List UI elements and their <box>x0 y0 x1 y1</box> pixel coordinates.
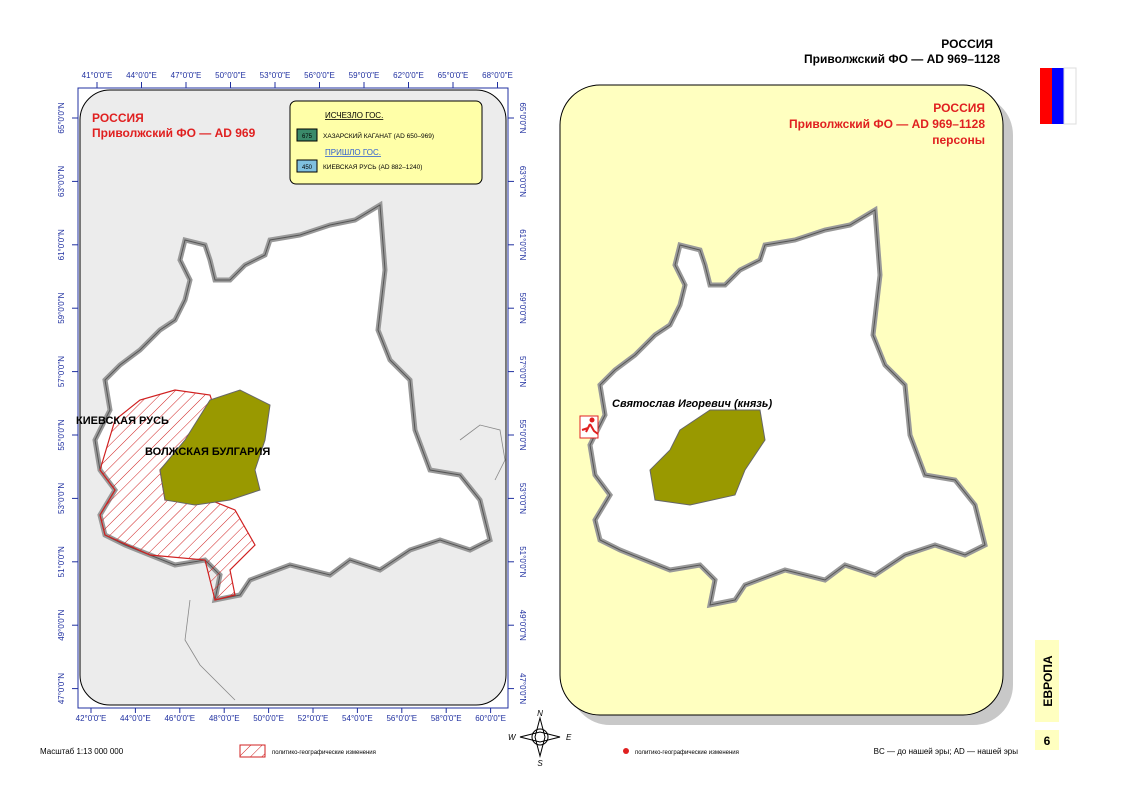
axis-label: 68°0'0"E <box>482 71 513 80</box>
header-country: РОССИЯ <box>941 37 993 51</box>
axis-label: 50°0'0"E <box>253 714 284 723</box>
axis-label: 55°0'0"N <box>518 419 527 450</box>
axis-label: 58°0'0"E <box>431 714 462 723</box>
axis-label: 52°0'0"E <box>298 714 329 723</box>
compass-letter: W <box>508 733 517 742</box>
scale: Масштаб 1:13 000 000 <box>40 747 124 756</box>
axis-label: 44°0'0"E <box>126 71 157 80</box>
legend-heading: ИСЧЕЗЛО ГОС. <box>325 111 383 120</box>
axis-label: 63°0'0"N <box>518 166 527 197</box>
map-frame <box>77 87 509 709</box>
map-label: ВОЛЖСКАЯ БУЛГАРИЯ <box>145 446 270 458</box>
axis-label: 47°0'0"E <box>171 71 202 80</box>
legend-swatch <box>296 128 318 142</box>
header-region: Приволжский ФО — AD 969–1128 <box>804 52 1000 66</box>
right-subtitle: Приволжский ФО — AD 969–1128 <box>789 117 985 131</box>
axis-label: 57°0'0"N <box>518 356 527 387</box>
legend-code: 675 <box>302 134 313 140</box>
legend-label: КИЕВСКАЯ РУСЬ (AD 882–1240) <box>323 164 422 171</box>
compass-rose: N E S W <box>508 709 572 768</box>
axis-label: 51°0'0"N <box>57 546 66 577</box>
legend-code: 450 <box>302 165 313 171</box>
footer-marker <box>623 748 629 754</box>
legend-box <box>289 100 483 185</box>
axis-label: 54°0'0"E <box>342 714 373 723</box>
compass-letter: E <box>566 733 572 742</box>
kievan-rus-area <box>99 389 256 601</box>
axis-label: 65°0'0"N <box>518 102 527 133</box>
axis-label: 56°0'0"E <box>386 714 417 723</box>
axis-label: 59°0'0"E <box>349 71 380 80</box>
axis-label: 60°0'0"E <box>475 714 506 723</box>
right-category: персоны <box>932 133 985 147</box>
compass-letter: S <box>537 759 543 768</box>
axis-label: 55°0'0"N <box>57 419 66 450</box>
right-title: РОССИЯ <box>933 101 985 115</box>
page-box <box>1035 730 1059 750</box>
compass-letter: N <box>537 709 543 718</box>
left-subtitle: Приволжский ФО — AD 969 <box>92 126 256 140</box>
axis-label: 41°0'0"E <box>82 71 113 80</box>
axis-label: 49°0'0"N <box>57 609 66 640</box>
axis-label: 63°0'0"N <box>57 166 66 197</box>
side-box <box>1035 640 1059 722</box>
axis-label: 53°0'0"E <box>260 71 291 80</box>
axis-label: 61°0'0"N <box>57 229 66 260</box>
legend-swatch <box>296 159 318 173</box>
footer-legend: политико-географические изменения <box>635 750 739 756</box>
axis-label: 46°0'0"E <box>164 714 195 723</box>
axis-label: 51°0'0"N <box>518 546 527 577</box>
axis-label: 53°0'0"N <box>518 483 527 514</box>
continent: ЕВРОПА <box>1041 655 1055 706</box>
axis-label: 47°0'0"N <box>518 673 527 704</box>
border-line <box>184 424 506 701</box>
axis-label: 53°0'0"N <box>57 483 66 514</box>
axis-label: 59°0'0"N <box>57 292 66 323</box>
axis-label: 50°0'0"E <box>215 71 246 80</box>
axis-label: 44°0'0"E <box>120 714 151 723</box>
axis-label: 57°0'0"N <box>57 356 66 387</box>
axis-label: 56°0'0"E <box>304 71 335 80</box>
axis-label: 48°0'0"E <box>209 714 240 723</box>
axis-label: 65°0'0"N <box>57 102 66 133</box>
page-number: 6 <box>1044 734 1051 748</box>
axis-label: 47°0'0"N <box>57 673 66 704</box>
axis-label: 49°0'0"N <box>518 610 527 641</box>
person-label: Святослав Игоревич (князь) <box>612 398 772 410</box>
axis-label: 59°0'0"N <box>518 293 527 324</box>
legend-label: ХАЗАРСКИЙ КАГАНАТ (AD 650–969) <box>323 131 434 140</box>
axis-label: 62°0'0"E <box>393 71 424 80</box>
map-label: КИЕВСКАЯ РУСЬ <box>76 415 169 427</box>
axis-label: 65°0'0"E <box>438 71 469 80</box>
volga-bulgaria-area <box>649 409 766 506</box>
volga-bulgaria-area <box>159 389 271 506</box>
footer-note: BC — до нашей эры; AD — нашей эры <box>874 747 1019 756</box>
legend-heading: ПРИШЛО ГОС. <box>325 148 381 157</box>
footer-legend: политико-географические изменения <box>272 750 376 756</box>
person-icon <box>579 415 599 439</box>
footer-swatch <box>239 744 266 758</box>
left-title: РОССИЯ <box>92 111 144 125</box>
flag <box>1040 67 1077 125</box>
axis-label: 61°0'0"N <box>518 229 527 260</box>
axis-label: 42°0'0"E <box>76 714 107 723</box>
